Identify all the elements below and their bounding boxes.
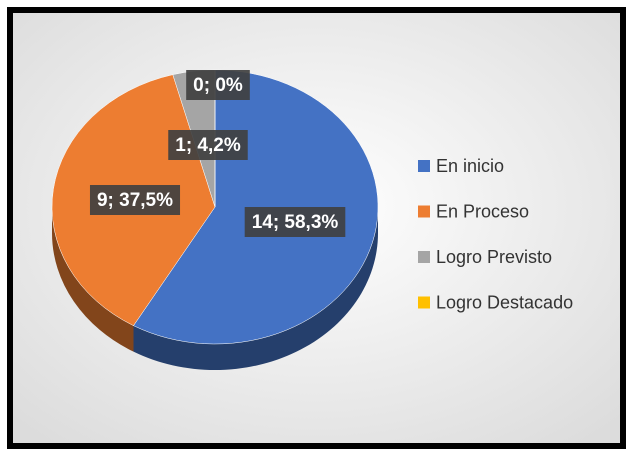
legend-label: Logro Destacado: [436, 292, 573, 312]
data-label-box: [244, 207, 346, 237]
legend-swatch: [418, 251, 430, 263]
data-label: 1; 4,2%: [168, 130, 248, 160]
data-label: 14; 58,3%: [244, 207, 346, 237]
data-label-box: [89, 185, 181, 215]
slice-side: [133, 207, 378, 370]
legend-label: En Proceso: [436, 201, 529, 221]
legend: En inicio En Proceso Logro Previsto Logro D…: [418, 156, 573, 312]
data-label: 9; 37,5%: [89, 185, 181, 215]
data-label-box: [168, 130, 248, 160]
legend-label: Logro Previsto: [436, 247, 552, 267]
data-labels: 14; 58,3% 9; 37,5% 1; 4,2% 0; 0%: [89, 70, 346, 237]
legend-swatch: [418, 205, 430, 218]
data-label-box: [186, 70, 250, 100]
legend-swatch: [418, 160, 430, 172]
legend-label: En inicio: [436, 156, 504, 176]
data-label-text: 0; 0%: [193, 75, 243, 96]
data-label-text: 1; 4,2%: [175, 135, 241, 156]
data-label-text: 14; 58,3%: [252, 212, 339, 233]
data-label-text: 9; 37,5%: [97, 190, 173, 211]
slice: [133, 69, 379, 345]
legend-swatch: [418, 296, 430, 309]
slice-side: [51, 207, 134, 352]
data-label: 0; 0%: [186, 70, 250, 100]
